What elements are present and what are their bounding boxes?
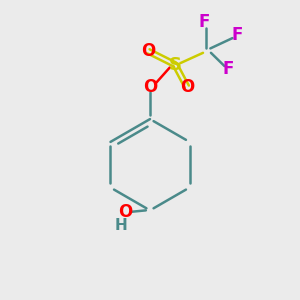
Text: H: H bbox=[114, 218, 127, 232]
Text: O: O bbox=[143, 78, 157, 96]
Text: O: O bbox=[180, 78, 194, 96]
Text: F: F bbox=[231, 26, 242, 44]
Text: S: S bbox=[169, 56, 182, 74]
Text: F: F bbox=[199, 13, 210, 31]
Text: O: O bbox=[118, 203, 132, 221]
Text: F: F bbox=[222, 60, 234, 78]
Text: O: O bbox=[141, 42, 156, 60]
